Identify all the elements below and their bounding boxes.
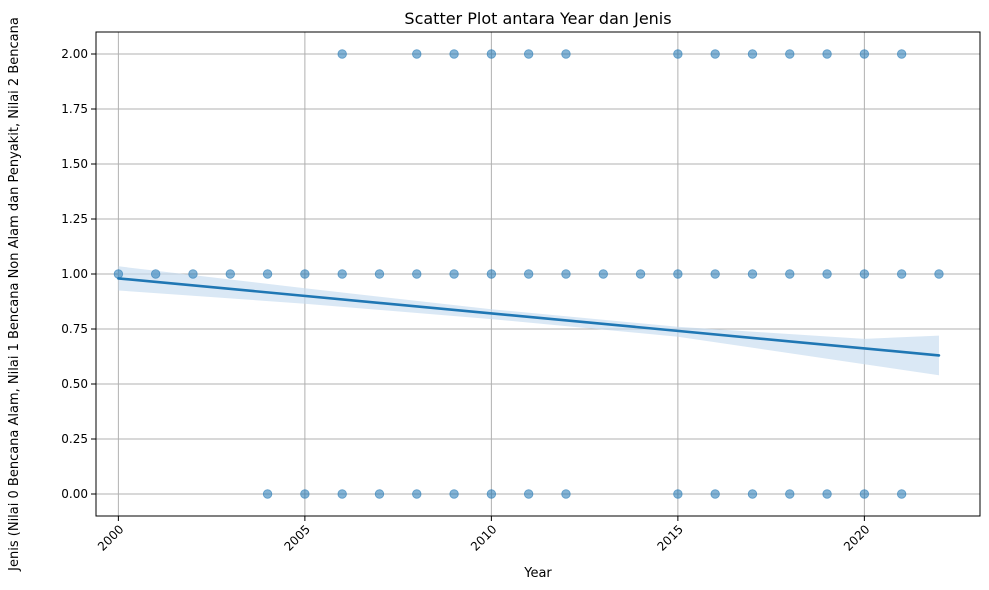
data-point: [374, 269, 385, 279]
data-point: [598, 269, 608, 279]
data-point: [896, 49, 907, 59]
data-point: [449, 489, 459, 499]
data-point: [673, 489, 683, 499]
data-point: [449, 49, 459, 59]
data-point: [822, 49, 832, 59]
data-point: [785, 49, 795, 59]
data-point: [337, 49, 347, 59]
confidence-band: [118, 266, 939, 376]
y-tick-label: 2.00: [61, 47, 88, 61]
y-tick-label: 1.25: [61, 212, 88, 226]
points-layer: [113, 49, 944, 499]
data-point: [225, 269, 235, 279]
x-axis-ticks: 2000 2005 2010 2015 2020: [95, 516, 872, 554]
data-point: [486, 49, 497, 59]
x-tick-label: 2010: [468, 522, 499, 553]
y-tick-label: 1.50: [61, 157, 88, 171]
data-point: [337, 489, 347, 499]
data-point: [300, 489, 310, 499]
confidence-band-layer: [118, 266, 939, 376]
data-point: [412, 269, 422, 279]
data-point: [262, 269, 273, 279]
data-point: [486, 269, 497, 279]
data-point: [710, 489, 720, 499]
data-point: [785, 489, 795, 499]
data-point: [374, 489, 385, 499]
data-point: [523, 49, 534, 59]
regression-line-layer: [117, 277, 941, 357]
y-tick-label: 0.75: [61, 322, 88, 336]
data-point: [896, 489, 907, 499]
data-point: [710, 269, 720, 279]
y-axis-label: Jenis (Nilai 0 Bencana Alam, Nilai 1 Ben…: [7, 17, 22, 572]
x-axis-label: Year: [523, 566, 552, 581]
data-point: [673, 49, 683, 59]
data-point: [412, 49, 422, 59]
data-point: [747, 269, 758, 279]
x-tick-label: 2000: [95, 522, 126, 553]
data-point: [412, 489, 422, 499]
data-point: [896, 269, 907, 279]
y-tick-label: 0.25: [61, 432, 88, 446]
data-point: [561, 489, 571, 499]
data-point: [934, 269, 944, 279]
y-tick-label: 0.50: [61, 377, 88, 391]
regression-line: [117, 277, 941, 357]
y-tick-label: 1.75: [61, 102, 88, 116]
data-point: [635, 269, 646, 279]
data-point: [523, 269, 534, 279]
data-point: [337, 269, 347, 279]
data-point: [747, 49, 758, 59]
x-tick-label: 2005: [281, 522, 312, 553]
data-point: [859, 489, 870, 499]
data-point: [822, 489, 832, 499]
data-point: [449, 269, 459, 279]
data-point: [859, 269, 870, 279]
data-point: [561, 49, 571, 59]
data-point: [150, 269, 161, 279]
data-point: [710, 49, 720, 59]
chart-title: Scatter Plot antara Year dan Jenis: [404, 9, 671, 28]
data-point: [859, 49, 870, 59]
data-point: [747, 489, 758, 499]
grid: [96, 32, 980, 516]
y-axis-ticks: 0.00 0.25 0.50 0.75 1.00 1.25 1.50 1.75 2.00: [61, 47, 96, 501]
y-tick-label: 1.00: [61, 267, 88, 281]
data-point: [673, 269, 683, 279]
data-point: [113, 269, 124, 279]
data-point: [486, 489, 497, 499]
y-tick-label: 0.00: [61, 487, 88, 501]
data-point: [188, 269, 198, 279]
x-tick-label: 2015: [654, 522, 685, 553]
data-point: [300, 269, 310, 279]
data-point: [785, 269, 795, 279]
data-point: [822, 269, 832, 279]
data-point: [262, 489, 273, 499]
x-tick-label: 2020: [841, 522, 872, 553]
data-point: [561, 269, 571, 279]
data-point: [523, 489, 534, 499]
